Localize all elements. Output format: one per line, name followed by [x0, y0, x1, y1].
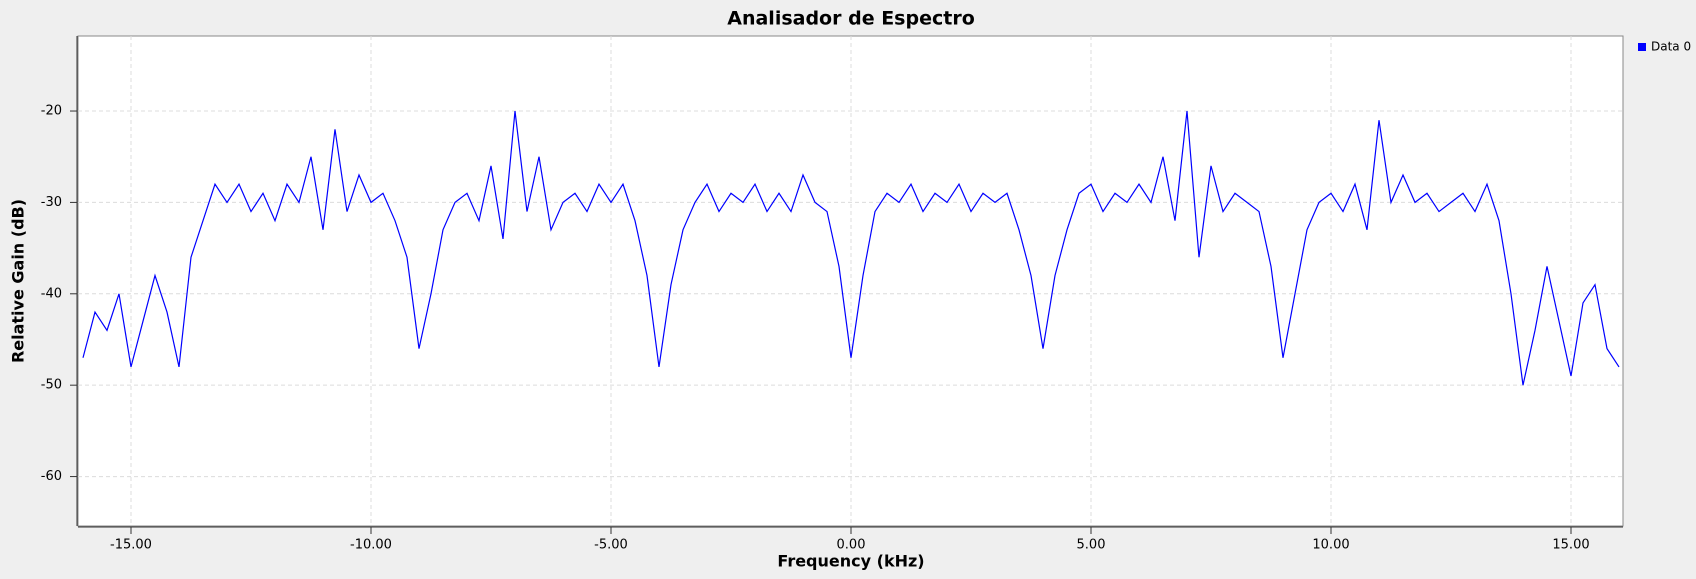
x-tick-label: -5.00	[594, 538, 628, 553]
y-tick-label: -30	[41, 195, 62, 210]
x-tick-label: 10.00	[1312, 538, 1349, 553]
y-tick-label: -40	[41, 286, 62, 301]
y-axis-label: Relative Gain (dB)	[9, 199, 28, 363]
x-tick-label: 5.00	[1077, 538, 1106, 553]
legend-swatch	[1638, 43, 1646, 51]
data-line	[82, 110, 1620, 386]
x-axis-label: Frequency (kHz)	[777, 552, 924, 571]
x-tick-label: -15.00	[110, 538, 152, 553]
chart-title: Analisador de Espectro	[727, 8, 975, 30]
x-tick-label: 0.00	[837, 538, 866, 553]
legend-label: Data 0	[1651, 40, 1691, 54]
y-tick-label: -60	[41, 469, 62, 484]
x-tick-label: -10.00	[350, 538, 392, 553]
y-tick-label: -20	[41, 104, 62, 119]
x-tick-label: 15.00	[1552, 538, 1589, 553]
y-tick-label: -50	[41, 378, 62, 393]
